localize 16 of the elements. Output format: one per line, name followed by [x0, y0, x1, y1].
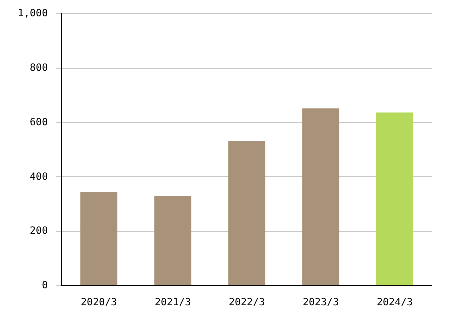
- bar: [228, 141, 266, 286]
- bar: [80, 192, 118, 286]
- y-tick-label: 0: [42, 280, 48, 292]
- y-tick-label: 200: [30, 226, 48, 238]
- bar: [302, 108, 340, 286]
- bar: [154, 196, 192, 286]
- x-tick-label: 2021/3: [155, 298, 192, 309]
- x-tick-label: 2020/3: [81, 298, 118, 309]
- y-tick-label: 400: [30, 172, 48, 183]
- y-tick-label: 800: [30, 62, 48, 74]
- x-tick-label: 2023/3: [302, 298, 340, 309]
- x-tick-label: 2022/3: [228, 298, 266, 309]
- x-tick-label: 2024/3: [376, 298, 414, 309]
- y-tick-label: 600: [30, 117, 48, 128]
- y-tick-label: 1,000: [18, 8, 48, 20]
- bar: [376, 112, 414, 286]
